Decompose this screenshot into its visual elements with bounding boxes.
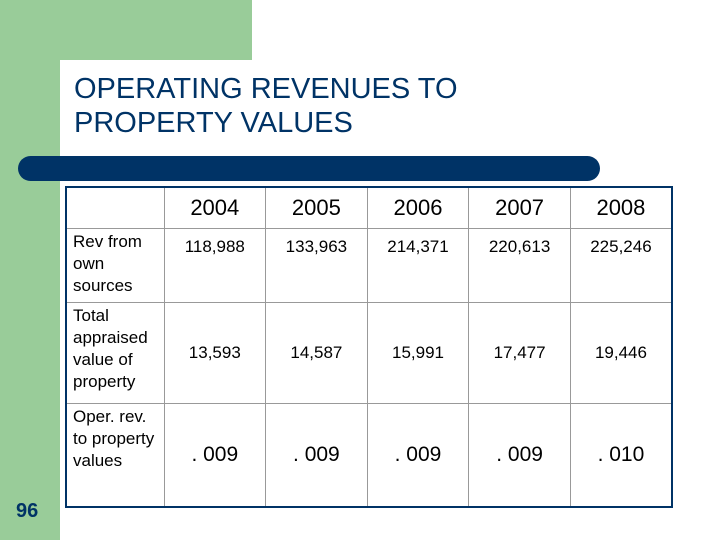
table-cell: . 009 <box>163 402 267 508</box>
table-cell: 214,371 <box>366 228 470 303</box>
table-cell: 15,991 <box>366 301 470 404</box>
table-cell: 225,246 <box>569 228 673 303</box>
year-header: 2006 <box>366 186 470 229</box>
year-header: 2007 <box>468 186 571 229</box>
table-cell: 14,587 <box>265 301 368 404</box>
page-number: 96 <box>16 500 39 522</box>
table-cell: . 009 <box>468 402 571 508</box>
row-label: Total appraised value of property <box>65 301 165 404</box>
table-cell: . 009 <box>366 402 470 508</box>
table-row: Oper. rev. to property values . 009 . 00… <box>65 402 673 508</box>
table-cell: 118,988 <box>163 228 267 303</box>
slide-title-line2: PROPERTY VALUES <box>74 107 353 139</box>
year-header: 2008 <box>569 186 673 229</box>
slide-title: OPERATING REVENUES TO PROPERTY VALUES <box>74 72 634 140</box>
year-header: 2004 <box>163 186 267 229</box>
table-row: Total appraised value of property 13,593… <box>65 301 673 404</box>
row-label: Oper. rev. to property values <box>65 402 165 508</box>
table-row: Rev from own sources 118,988 133,963 214… <box>65 228 673 303</box>
table-corner-cell <box>65 186 165 229</box>
table-cell: 220,613 <box>468 228 571 303</box>
table-cell: 13,593 <box>163 301 267 404</box>
table-cell: 17,477 <box>468 301 571 404</box>
title-divider <box>18 156 600 181</box>
table-cell: 19,446 <box>569 301 673 404</box>
accent-bar-left <box>0 0 60 540</box>
table-header-row: 2004 2005 2006 2007 2008 <box>65 186 673 229</box>
row-label: Rev from own sources <box>65 228 165 303</box>
revenue-table: 2004 2005 2006 2007 2008 Rev from own so… <box>65 186 673 508</box>
year-header: 2005 <box>265 186 368 229</box>
table-cell: . 009 <box>265 402 368 508</box>
table-cell: 133,963 <box>265 228 368 303</box>
slide-title-line1: OPERATING REVENUES TO <box>74 73 458 105</box>
table-cell: . 010 <box>569 402 673 508</box>
